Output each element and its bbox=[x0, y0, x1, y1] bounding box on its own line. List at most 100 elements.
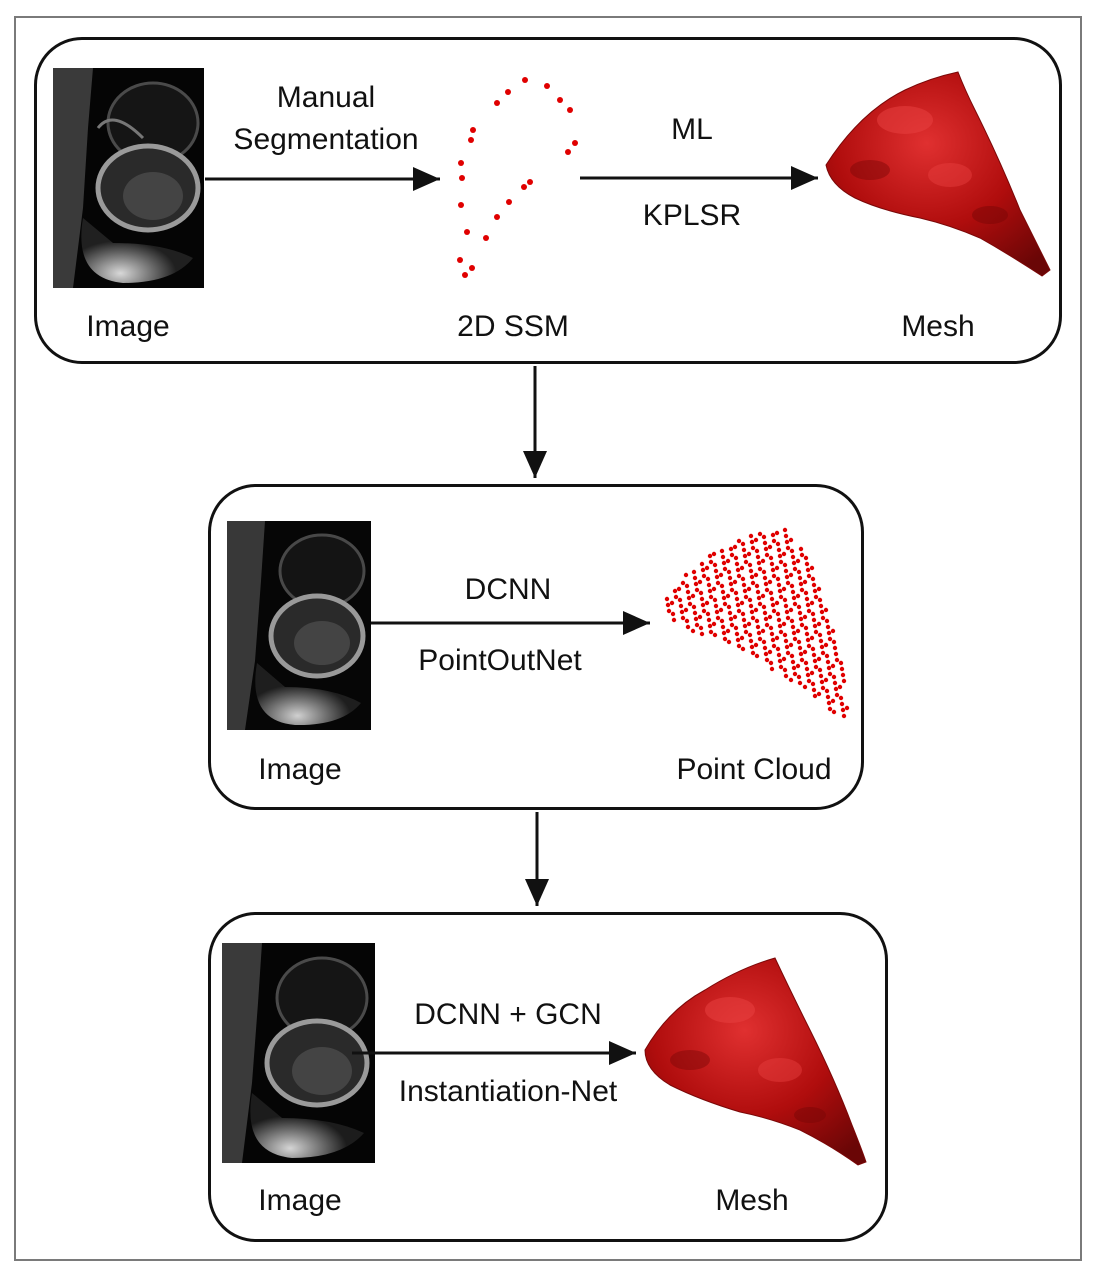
point-cloud-point bbox=[809, 565, 815, 571]
point-cloud-point bbox=[806, 573, 812, 579]
point-cloud-point bbox=[727, 575, 733, 581]
point-cloud-point bbox=[700, 602, 706, 608]
point-cloud-point bbox=[827, 636, 833, 642]
point-cloud-point bbox=[755, 589, 761, 595]
point-cloud-point bbox=[778, 559, 784, 565]
point-cloud-point bbox=[833, 686, 839, 692]
point-cloud-point bbox=[750, 580, 756, 586]
point-cloud-point bbox=[838, 660, 844, 666]
point-cloud-point bbox=[818, 603, 824, 609]
point-cloud-point bbox=[754, 583, 760, 589]
point-cloud-point bbox=[811, 652, 817, 658]
point-cloud-point bbox=[732, 544, 738, 550]
point-cloud-point bbox=[769, 631, 775, 637]
point-cloud-point bbox=[683, 607, 689, 613]
point-cloud-point bbox=[796, 569, 802, 575]
point-cloud-point bbox=[743, 629, 749, 635]
point-cloud-point bbox=[714, 574, 720, 580]
point-cloud-point bbox=[706, 617, 712, 623]
point-cloud-point bbox=[748, 603, 754, 609]
point-cloud-point bbox=[726, 639, 732, 645]
point-cloud-point bbox=[788, 677, 794, 683]
point-cloud-point bbox=[670, 611, 676, 617]
point-cloud-point bbox=[809, 635, 815, 641]
point-cloud-point bbox=[768, 625, 774, 631]
point-cloud-point bbox=[762, 540, 768, 546]
point-cloud-point bbox=[827, 671, 833, 677]
point-cloud-point bbox=[798, 581, 804, 587]
point-cloud-point bbox=[820, 615, 826, 621]
point-cloud-point bbox=[817, 632, 823, 638]
point-cloud-point bbox=[760, 628, 766, 634]
point-cloud-point bbox=[784, 644, 790, 650]
point-cloud-point bbox=[788, 642, 794, 648]
point-cloud-point bbox=[678, 603, 684, 609]
point-cloud-point bbox=[725, 593, 731, 599]
point-cloud-point bbox=[746, 621, 752, 627]
point-cloud-point bbox=[767, 544, 773, 550]
point-cloud-point bbox=[734, 631, 740, 637]
point-cloud-point bbox=[805, 672, 811, 678]
mri-image-3 bbox=[222, 943, 375, 1163]
point-cloud-point bbox=[810, 646, 816, 652]
mri-image-1 bbox=[53, 68, 204, 288]
point-cloud-point bbox=[827, 706, 833, 712]
point-cloud-point bbox=[753, 537, 759, 543]
point-cloud-point bbox=[792, 566, 798, 572]
point-cloud-point bbox=[673, 594, 679, 600]
point-cloud-point bbox=[775, 646, 781, 652]
point-cloud-point bbox=[771, 643, 777, 649]
point-cloud-point bbox=[832, 680, 838, 686]
point-cloud-point bbox=[784, 609, 790, 615]
point-cloud-point bbox=[782, 632, 788, 638]
point-cloud-point bbox=[785, 615, 791, 621]
point-cloud-point bbox=[811, 687, 817, 693]
point-cloud-point bbox=[790, 659, 796, 665]
point-cloud-point bbox=[722, 636, 728, 642]
point-cloud-point bbox=[795, 628, 801, 634]
point-cloud-point bbox=[768, 660, 774, 666]
point-cloud-point bbox=[806, 678, 812, 684]
point-cloud-point bbox=[796, 674, 802, 680]
point-cloud-point bbox=[686, 595, 692, 601]
point-cloud-point bbox=[677, 597, 683, 603]
point-cloud-point bbox=[747, 632, 753, 638]
point-cloud-point bbox=[763, 651, 769, 657]
point-cloud-point bbox=[725, 558, 731, 564]
point-cloud-point bbox=[796, 639, 802, 645]
point-cloud-point bbox=[797, 645, 803, 651]
point-cloud-point bbox=[769, 666, 775, 672]
point-cloud-point bbox=[704, 565, 710, 571]
mesh-render-1 bbox=[825, 71, 1051, 277]
point-cloud-point bbox=[747, 597, 753, 603]
point-cloud-point bbox=[699, 631, 705, 637]
point-cloud-point bbox=[739, 635, 745, 641]
point-cloud-point bbox=[769, 561, 775, 567]
point-cloud-point bbox=[735, 637, 741, 643]
point-cloud-point bbox=[693, 616, 699, 622]
point-cloud-point bbox=[697, 579, 703, 585]
point-cloud-point bbox=[804, 596, 810, 602]
point-cloud-point bbox=[778, 664, 784, 670]
point-cloud-point bbox=[775, 576, 781, 582]
point-cloud-point bbox=[799, 622, 805, 628]
point-cloud-point bbox=[734, 561, 740, 567]
point-cloud-point bbox=[708, 594, 714, 600]
point-cloud-point bbox=[742, 623, 748, 629]
point-cloud-point bbox=[707, 623, 713, 629]
point-cloud-point bbox=[803, 555, 809, 561]
point-cloud-point bbox=[767, 614, 773, 620]
point-cloud-point bbox=[711, 551, 717, 557]
point-cloud-point bbox=[753, 607, 759, 613]
point-cloud-point bbox=[694, 587, 700, 593]
point-cloud-point bbox=[768, 555, 774, 561]
point-cloud-point bbox=[816, 656, 822, 662]
point-cloud-point bbox=[691, 604, 697, 610]
point-cloud-point bbox=[802, 684, 808, 690]
point-cloud-point bbox=[684, 618, 690, 624]
point-cloud-point bbox=[819, 644, 825, 650]
point-cloud-point bbox=[748, 568, 754, 574]
point-cloud-point bbox=[810, 611, 816, 617]
point-cloud-point bbox=[719, 548, 725, 554]
point-cloud-point bbox=[795, 593, 801, 599]
